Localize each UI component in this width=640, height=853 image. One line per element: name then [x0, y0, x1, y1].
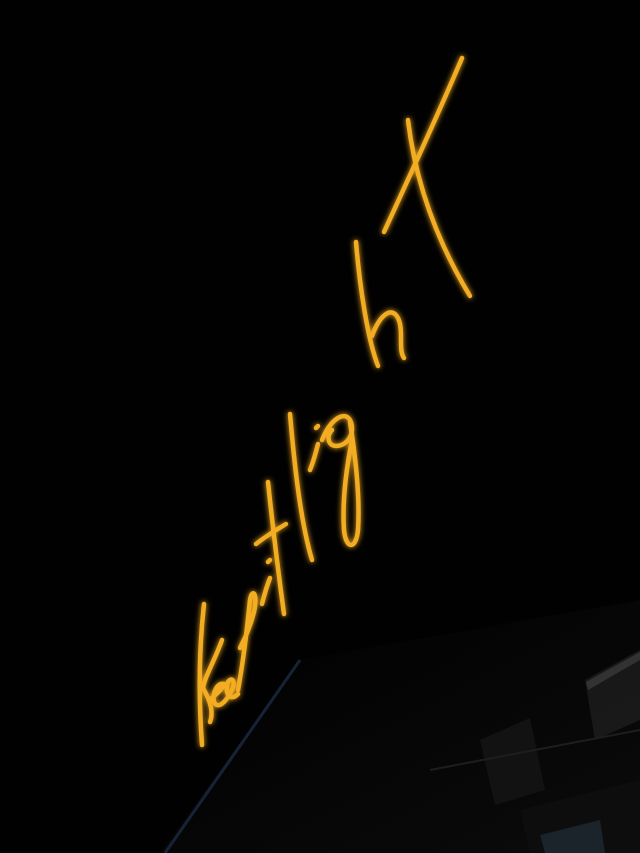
building-windows: [429, 650, 640, 853]
neon-sign-keep-it-light: [197, 55, 473, 748]
roof-edge: [163, 659, 302, 853]
